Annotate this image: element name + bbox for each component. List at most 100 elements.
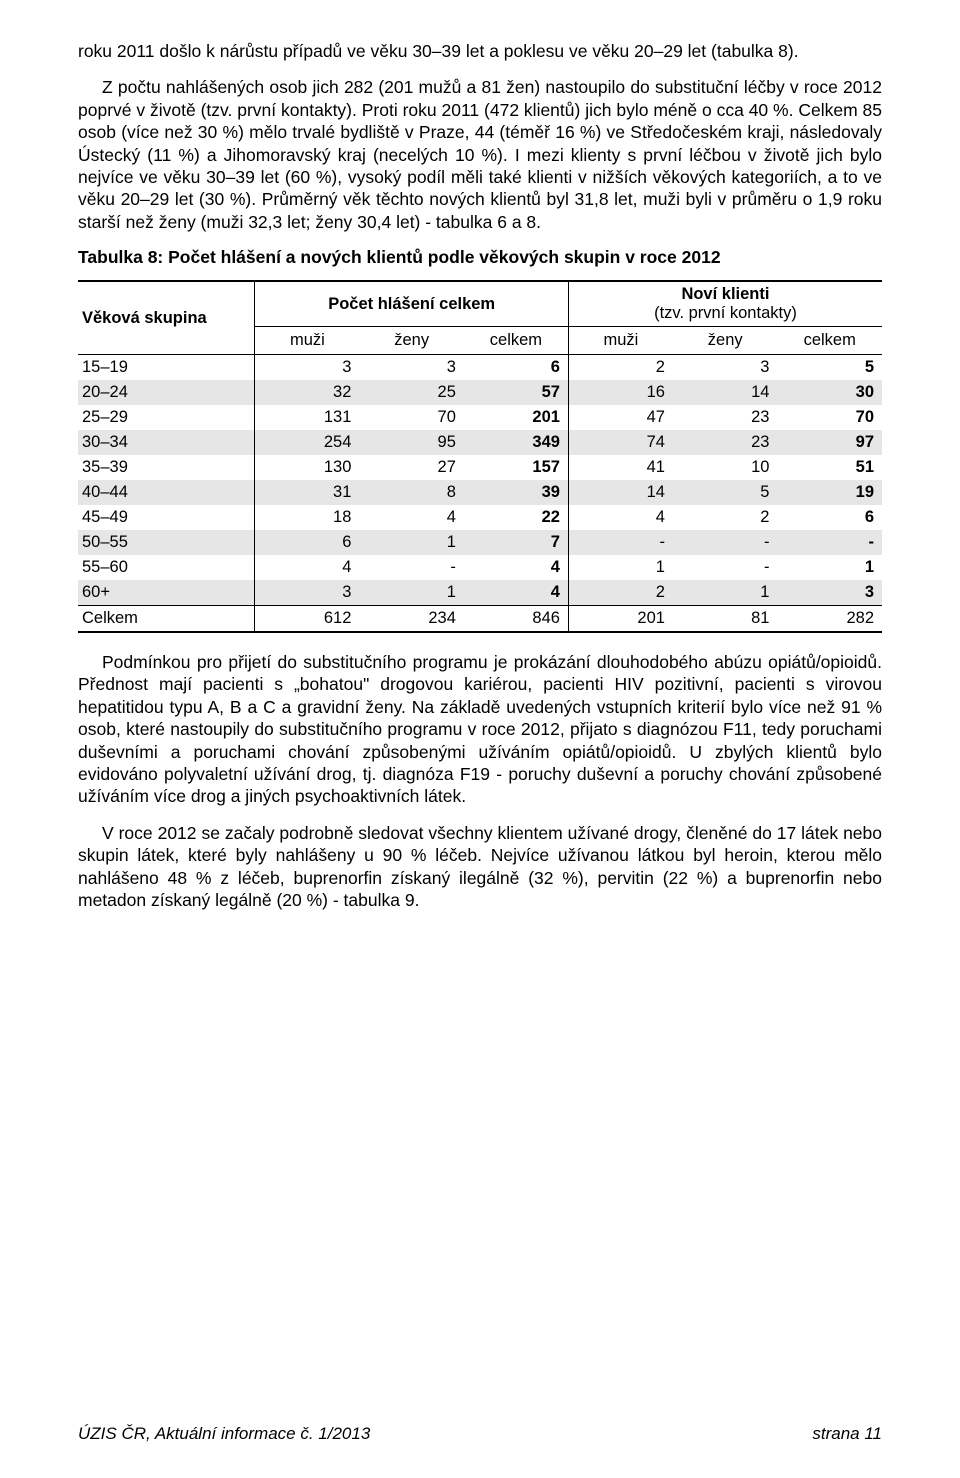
paragraph-4: V roce 2012 se začaly podrobně sledovat … — [78, 822, 882, 912]
table-cell: 51 — [777, 455, 882, 480]
page: roku 2011 došlo k nárůstu případů ve věk… — [0, 0, 960, 1478]
table-row: 30–3425495349742397 — [78, 430, 882, 455]
table-cell: 50–55 — [78, 530, 255, 555]
table-title: Tabulka 8: Počet hlášení a nových klient… — [78, 247, 882, 268]
table-cell: 23 — [673, 405, 778, 430]
table-cell: 74 — [568, 430, 673, 455]
subheader-muzi-1: muži — [255, 327, 360, 355]
table-cell: 3 — [255, 355, 360, 381]
table-cell: 4 — [255, 555, 360, 580]
table-cell: 97 — [777, 430, 882, 455]
table-row: 40–443183914519 — [78, 480, 882, 505]
table-cell: 45–49 — [78, 505, 255, 530]
table-cell: 3 — [359, 355, 464, 381]
table-cell: 1 — [777, 555, 882, 580]
table-cell: 30–34 — [78, 430, 255, 455]
subheader-celkem-1: celkem — [464, 327, 569, 355]
table-cell: 32 — [255, 380, 360, 405]
table-cell: 5 — [673, 480, 778, 505]
table-cell: 1 — [673, 580, 778, 606]
table-cell: 27 — [359, 455, 464, 480]
paragraph-2: Z počtu nahlášených osob jich 282 (201 m… — [78, 76, 882, 233]
table-row: 25–2913170201472370 — [78, 405, 882, 430]
table-cell: 349 — [464, 430, 569, 455]
table-cell: 8 — [359, 480, 464, 505]
table-cell: 6 — [777, 505, 882, 530]
table-cell: 70 — [777, 405, 882, 430]
table-cell: 846 — [464, 606, 569, 633]
table-cell: 41 — [568, 455, 673, 480]
table-cell: - — [568, 530, 673, 555]
subheader-zeny-2: ženy — [673, 327, 778, 355]
group-header-2-line1: Noví klienti — [568, 281, 882, 304]
table-row: 35–3913027157411051 — [78, 455, 882, 480]
table-cell: - — [359, 555, 464, 580]
table-cell: 25 — [359, 380, 464, 405]
subheader-celkem-2: celkem — [777, 327, 882, 355]
table-cell: 4 — [464, 580, 569, 606]
table-cell: 3 — [255, 580, 360, 606]
subheader-zeny-1: ženy — [359, 327, 464, 355]
table-cell: - — [673, 530, 778, 555]
page-footer: ÚZIS ČR, Aktuální informace č. 1/2013 st… — [78, 1424, 882, 1444]
table-row: 50–55617--- — [78, 530, 882, 555]
table-cell: 6 — [464, 355, 569, 381]
table-cell: 19 — [777, 480, 882, 505]
table-cell: 14 — [568, 480, 673, 505]
table-cell: 55–60 — [78, 555, 255, 580]
table-cell: 612 — [255, 606, 360, 633]
table-cell: 25–29 — [78, 405, 255, 430]
table-cell: 95 — [359, 430, 464, 455]
table-cell: 4 — [568, 505, 673, 530]
table-cell: 23 — [673, 430, 778, 455]
table-cell: 282 — [777, 606, 882, 633]
table-cell: - — [777, 530, 882, 555]
subheader-muzi-2: muži — [568, 327, 673, 355]
table-cell: 234 — [359, 606, 464, 633]
table-cell: 201 — [464, 405, 569, 430]
table-cell: 35–39 — [78, 455, 255, 480]
table-cell: 47 — [568, 405, 673, 430]
table-cell: 22 — [464, 505, 569, 530]
table-cell: 70 — [359, 405, 464, 430]
table-cell: Celkem — [78, 606, 255, 633]
table-cell: 7 — [464, 530, 569, 555]
table-cell: 3 — [673, 355, 778, 381]
table-cell: 1 — [359, 580, 464, 606]
table-cell: 2 — [568, 580, 673, 606]
table-row: 55–604-41-1 — [78, 555, 882, 580]
table-cell: 40–44 — [78, 480, 255, 505]
table-cell: 130 — [255, 455, 360, 480]
table-cell: 2 — [568, 355, 673, 381]
table-cell: 3 — [777, 580, 882, 606]
table-cell: 6 — [255, 530, 360, 555]
table-cell: 1 — [359, 530, 464, 555]
table-cell: 20–24 — [78, 380, 255, 405]
table-cell: 60+ — [78, 580, 255, 606]
table-cell: 4 — [359, 505, 464, 530]
table-cell: 31 — [255, 480, 360, 505]
paragraph-3: Podmínkou pro přijetí do substitučního p… — [78, 651, 882, 808]
table-row: 20–24322557161430 — [78, 380, 882, 405]
footer-left: ÚZIS ČR, Aktuální informace č. 1/2013 — [78, 1424, 370, 1444]
table-row: 60+314213 — [78, 580, 882, 606]
group-header-2-line2: (tzv. první kontakty) — [568, 304, 882, 326]
table-body: 15–1933623520–2432255716143025–291317020… — [78, 355, 882, 633]
table-cell: 81 — [673, 606, 778, 633]
table-cell: 10 — [673, 455, 778, 480]
table-cell: 39 — [464, 480, 569, 505]
table-cell: 18 — [255, 505, 360, 530]
table-cell: 1 — [568, 555, 673, 580]
table-cell: 16 — [568, 380, 673, 405]
table-cell: 201 — [568, 606, 673, 633]
table-cell: 5 — [777, 355, 882, 381]
table-cell: 4 — [464, 555, 569, 580]
table-cell: 14 — [673, 380, 778, 405]
row-header-label: Věková skupina — [78, 281, 255, 354]
table-cell: 30 — [777, 380, 882, 405]
table-cell: 57 — [464, 380, 569, 405]
table-cell: - — [673, 555, 778, 580]
table-row-totals: Celkem61223484620181282 — [78, 606, 882, 633]
paragraph-1: roku 2011 došlo k nárůstu případů ve věk… — [78, 40, 882, 62]
data-table: Věková skupina Počet hlášení celkem Noví… — [78, 280, 882, 633]
